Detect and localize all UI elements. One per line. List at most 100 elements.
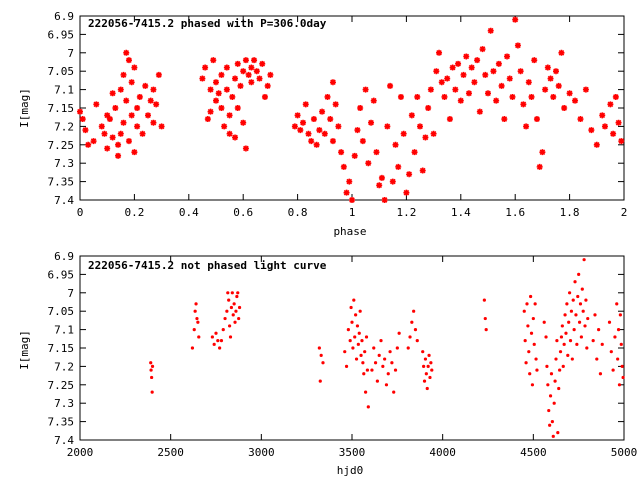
data-point bbox=[313, 141, 320, 148]
data-point bbox=[563, 313, 567, 317]
data-point bbox=[526, 324, 530, 328]
y-tick-label: 7.2 bbox=[54, 120, 74, 133]
data-point bbox=[552, 401, 556, 405]
data-point bbox=[106, 116, 113, 123]
data-point bbox=[476, 108, 483, 115]
data-point bbox=[547, 408, 551, 413]
data-point bbox=[134, 123, 141, 130]
data-point bbox=[365, 160, 372, 167]
data-point bbox=[555, 339, 559, 343]
data-point bbox=[115, 141, 122, 148]
data-point bbox=[493, 97, 500, 104]
data-point bbox=[618, 138, 625, 145]
data-point bbox=[548, 423, 552, 427]
data-point bbox=[384, 123, 391, 130]
data-point bbox=[577, 320, 582, 324]
data-point bbox=[340, 163, 347, 170]
y-tick-label: 7.1 bbox=[54, 324, 74, 337]
data-point bbox=[291, 123, 298, 130]
data-point bbox=[145, 112, 151, 119]
data-point bbox=[377, 353, 381, 357]
data-point bbox=[240, 68, 247, 75]
data-point bbox=[512, 16, 519, 23]
data-point bbox=[554, 357, 558, 361]
y-tick-label: 7.4 bbox=[54, 194, 74, 207]
data-point bbox=[215, 90, 222, 97]
data-point bbox=[441, 93, 448, 100]
data-point bbox=[524, 361, 528, 365]
data-point bbox=[232, 75, 239, 82]
x-tick-label: 2 bbox=[621, 206, 628, 219]
data-point bbox=[368, 119, 375, 126]
data-point bbox=[542, 320, 546, 324]
data-point bbox=[529, 294, 533, 299]
data-point bbox=[393, 368, 398, 372]
data-point bbox=[427, 86, 434, 93]
data-point bbox=[616, 357, 620, 361]
data-point bbox=[582, 86, 589, 93]
data-point bbox=[611, 368, 615, 372]
data-point bbox=[395, 163, 402, 170]
data-point bbox=[354, 127, 361, 134]
y-axis-label: I[mag] bbox=[18, 330, 31, 370]
data-point bbox=[139, 130, 146, 137]
data-point bbox=[85, 141, 92, 148]
data-point bbox=[408, 335, 412, 339]
data-point bbox=[356, 342, 360, 346]
data-point bbox=[240, 119, 247, 126]
data-point bbox=[237, 305, 242, 310]
data-point bbox=[366, 405, 370, 409]
data-point bbox=[384, 383, 389, 387]
x-tick-label: 1.8 bbox=[560, 206, 580, 219]
data-point bbox=[237, 82, 244, 89]
data-point bbox=[360, 339, 364, 343]
data-point bbox=[354, 357, 359, 361]
data-point bbox=[319, 353, 323, 357]
data-point bbox=[242, 145, 249, 152]
data-point bbox=[210, 57, 217, 64]
data-point bbox=[617, 383, 622, 387]
data-point bbox=[234, 60, 241, 67]
data-point bbox=[117, 130, 124, 137]
data-point bbox=[131, 64, 138, 71]
data-point bbox=[232, 134, 239, 141]
data-point bbox=[90, 138, 97, 145]
data-point bbox=[316, 127, 323, 134]
data-point bbox=[403, 189, 410, 196]
data-point bbox=[621, 375, 625, 380]
data-point bbox=[335, 123, 342, 130]
data-point bbox=[468, 64, 475, 71]
data-point bbox=[607, 320, 612, 324]
data-point bbox=[528, 93, 535, 100]
data-point bbox=[449, 64, 456, 71]
data-point bbox=[245, 71, 252, 78]
data-point bbox=[542, 86, 549, 93]
data-point bbox=[618, 313, 622, 317]
data-point bbox=[234, 105, 241, 111]
data-point bbox=[150, 375, 154, 380]
data-point bbox=[134, 105, 141, 111]
data-point bbox=[218, 346, 222, 350]
data-point bbox=[226, 291, 230, 295]
data-point bbox=[362, 86, 369, 93]
data-point bbox=[430, 368, 434, 372]
data-point bbox=[193, 309, 197, 313]
data-point bbox=[294, 112, 301, 119]
data-point bbox=[528, 372, 532, 376]
data-point bbox=[349, 305, 353, 310]
data-point bbox=[509, 93, 516, 100]
data-point bbox=[427, 353, 431, 357]
y-tick-label: 6.9 bbox=[54, 10, 74, 23]
data-point bbox=[123, 97, 130, 104]
data-point bbox=[571, 298, 575, 302]
data-point bbox=[228, 324, 232, 328]
data-point bbox=[149, 361, 153, 365]
data-point bbox=[261, 93, 268, 100]
data-point bbox=[406, 171, 413, 178]
data-point bbox=[577, 116, 584, 123]
data-point bbox=[574, 313, 578, 317]
data-point bbox=[573, 280, 577, 284]
data-point bbox=[397, 93, 404, 100]
data-point bbox=[522, 309, 526, 313]
data-point bbox=[228, 335, 233, 339]
